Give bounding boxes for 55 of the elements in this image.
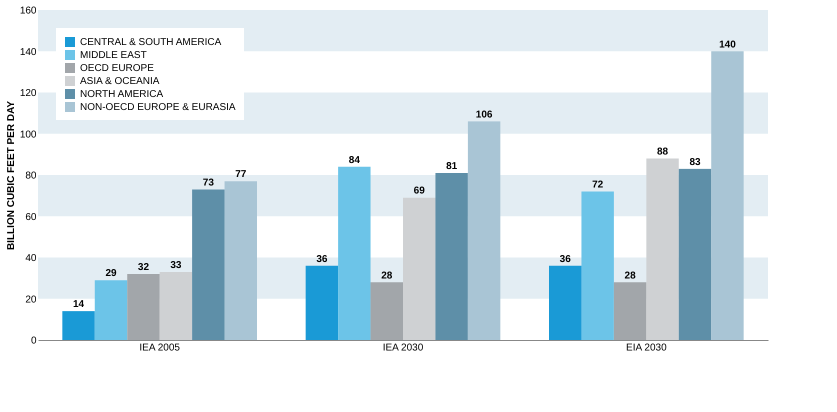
data-label: 106 (476, 109, 493, 120)
data-label: 84 (348, 154, 360, 166)
bar (127, 274, 160, 340)
data-label: 88 (656, 146, 669, 158)
data-label: 77 (235, 169, 247, 180)
data-label: 28 (381, 270, 393, 282)
x-tick-label: EIA 2030 (626, 342, 668, 354)
y-tick-label: 40 (25, 253, 37, 264)
bar (62, 311, 95, 340)
y-tick-label: 100 (20, 129, 37, 140)
bar (646, 158, 679, 340)
y-tick-label: 160 (20, 6, 37, 16)
legend-label: NON-OECD EUROPE & EURASIA (80, 102, 236, 113)
data-label: 29 (105, 268, 117, 280)
y-tick-label: 80 (25, 170, 37, 182)
data-label: 28 (624, 270, 636, 282)
data-label: 83 (689, 156, 701, 168)
y-tick-label: 60 (25, 212, 37, 223)
bar (549, 266, 582, 340)
data-label: 33 (170, 260, 182, 271)
y-tick-label: 20 (25, 294, 37, 306)
data-label: 73 (202, 177, 214, 188)
legend-label: NORTH AMERICA (80, 89, 164, 100)
bar (678, 168, 712, 340)
bar (403, 198, 436, 340)
bar (192, 189, 225, 340)
x-tick-label: IEA 2005 (139, 342, 180, 354)
bar (435, 172, 468, 340)
bar (94, 280, 128, 340)
data-label: 81 (446, 160, 458, 172)
y-axis-title: BILLION CUBIC FEET PER DAY (6, 100, 17, 250)
y-tick-label: 140 (20, 46, 37, 58)
bar (306, 266, 338, 340)
data-label: 36 (316, 254, 328, 265)
bar (468, 121, 500, 340)
data-label: 36 (560, 254, 572, 265)
legend-label: MIDDLE EAST (80, 50, 147, 61)
bar (224, 181, 257, 340)
x-tick-label: IEA 2030 (382, 342, 424, 354)
bar (338, 166, 371, 340)
bar (711, 51, 744, 340)
data-label: 32 (138, 262, 150, 273)
data-label: 140 (719, 39, 736, 50)
y-tick-label: 0 (30, 336, 37, 346)
data-label: 69 (414, 186, 426, 197)
bar (370, 282, 403, 340)
data-label: 14 (72, 299, 85, 310)
bar (160, 272, 192, 340)
legend-label: OECD EUROPE (80, 63, 154, 74)
legend-label: CENTRAL & SOUTH AMERICA (80, 37, 222, 48)
legend-label: ASIA & OCEANIA (80, 76, 160, 87)
data-label: 72 (592, 180, 604, 190)
bar (581, 192, 614, 340)
y-tick-label: 120 (20, 88, 37, 99)
bar (614, 282, 646, 340)
